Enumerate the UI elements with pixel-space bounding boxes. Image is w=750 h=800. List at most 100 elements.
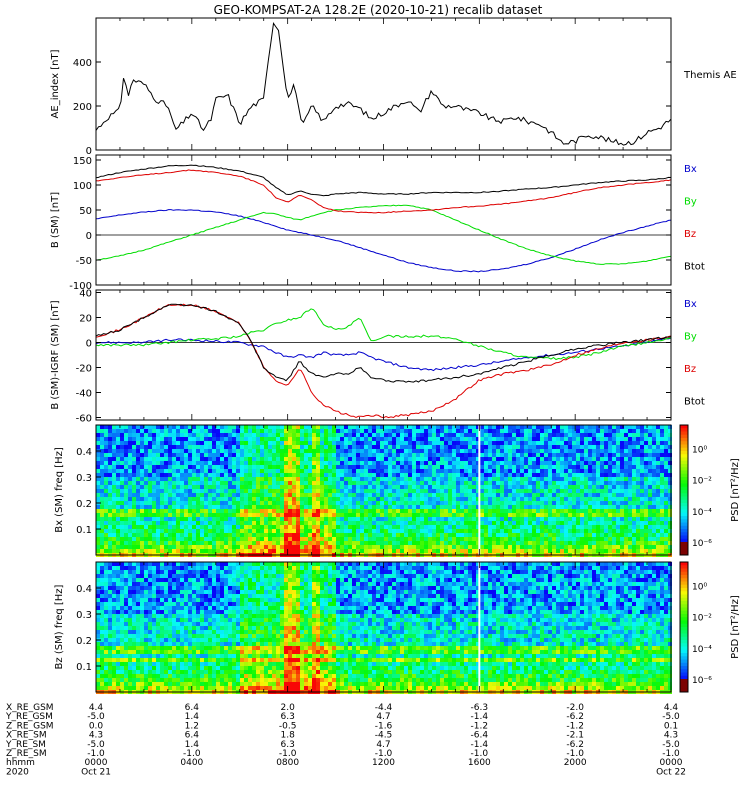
spec_bx-cell xyxy=(136,513,140,517)
spec_bx-cell xyxy=(596,493,600,497)
spec_bx-cell xyxy=(204,445,208,449)
spec_bx-cell xyxy=(312,457,316,461)
spec_bx-cell xyxy=(240,533,244,537)
spec_bx-cell xyxy=(348,537,352,541)
spec_bx-cell xyxy=(372,533,376,537)
spec_bx-cell xyxy=(364,473,368,477)
spec_bx-cell xyxy=(604,513,608,517)
spec_bx-cell xyxy=(408,537,412,541)
spec_bx-cell xyxy=(644,429,648,433)
spec_bx-cell xyxy=(228,469,232,473)
spec_bx-cell xyxy=(372,489,376,493)
spec_bx-cell xyxy=(524,509,528,513)
spec_bx-cell xyxy=(148,485,152,489)
spec_bx-cell xyxy=(556,513,560,517)
spec_bx-cell xyxy=(292,517,296,521)
spec_bx-cell xyxy=(472,429,476,433)
spec_bx-cell xyxy=(152,477,156,481)
spec_bx-cell xyxy=(296,477,300,481)
spec_bx-cell xyxy=(532,501,536,505)
spec_bx-cell xyxy=(532,521,536,525)
spec_bx-cell xyxy=(244,517,248,521)
spec_bx-cell xyxy=(520,529,524,533)
spec_bx-cell xyxy=(420,509,424,513)
spec_bx-cell xyxy=(584,429,588,433)
spec_bx-cell xyxy=(264,497,268,501)
spec_bx-cell xyxy=(172,481,176,485)
spec_bx-cell xyxy=(300,445,304,449)
spec_bx-cell xyxy=(108,529,112,533)
spec_bx-cell xyxy=(392,537,396,541)
spec_bx-cell xyxy=(312,481,316,485)
spec_bx-cell xyxy=(640,541,644,545)
spec_bx-cell xyxy=(240,437,244,441)
spec_bx-cell xyxy=(348,437,352,441)
spec_bx-cell xyxy=(100,429,104,433)
spec_bx-cell xyxy=(636,533,640,537)
spec_bx-cell xyxy=(204,441,208,445)
spec_bx-cell xyxy=(556,541,560,545)
spec_bx-cell xyxy=(108,489,112,493)
spec_bx-cell xyxy=(664,489,668,493)
spec_bx-cell xyxy=(548,533,552,537)
spec_bx-cell xyxy=(224,469,228,473)
spec_bx-cell xyxy=(220,469,224,473)
spec_bx-cell xyxy=(556,469,560,473)
spec_bx-cell xyxy=(308,433,312,437)
spec_bx-cell xyxy=(552,489,556,493)
spec_bx-cell xyxy=(652,465,656,469)
spec_bx-cell xyxy=(408,501,412,505)
spec_bx-cell xyxy=(432,501,436,505)
spec_bx-cell xyxy=(220,549,224,553)
spec_bx-cell xyxy=(264,437,268,441)
spec_bx-cell xyxy=(532,481,536,485)
spec_bx-cell xyxy=(220,457,224,461)
spec_bx-cell xyxy=(396,501,400,505)
spec_bx-cell xyxy=(240,505,244,509)
spec_bx-cell xyxy=(436,433,440,437)
spec_bx-cell xyxy=(640,513,644,517)
spec_bx-cell xyxy=(264,425,268,429)
spec_bx-cell xyxy=(456,549,460,553)
spec_bx-cell xyxy=(388,465,392,469)
spec_bx-cell xyxy=(300,437,304,441)
spec_bx-cell xyxy=(532,457,536,461)
spec_bx-cell xyxy=(444,497,448,501)
spec_bx-cell xyxy=(244,525,248,529)
spec_bx-cell xyxy=(492,453,496,457)
spec_bx-cell xyxy=(260,461,264,465)
spec_bx-cell xyxy=(192,497,196,501)
spec_bx-cell xyxy=(576,533,580,537)
spec_bx-cell xyxy=(616,541,620,545)
spec_bx-cell xyxy=(180,517,184,521)
spec_bx-cell xyxy=(556,453,560,457)
spec_bx-cell xyxy=(492,533,496,537)
spec_bx-cell xyxy=(180,525,184,529)
spec_bx-cell xyxy=(200,545,204,549)
spec_bx-cell xyxy=(276,433,280,437)
spec_bx-cell xyxy=(336,497,340,501)
spec_bx-cell xyxy=(480,493,484,497)
panel-spec_bx: 0.40.30.20.1Bx (SM) freq [Hz] 10⁰10⁻²10⁻⁴… xyxy=(54,424,741,557)
spec_bx-cell xyxy=(192,473,196,477)
spec_bx-cell xyxy=(96,525,100,529)
spec_bx-cell xyxy=(460,469,464,473)
ae-frame xyxy=(95,17,672,151)
spec_bx-cell xyxy=(280,429,284,433)
spec_bx-cell xyxy=(144,449,148,453)
spec_bx-cell xyxy=(284,473,288,477)
spec_bx-cell xyxy=(104,437,108,441)
spec_bx-cell xyxy=(104,473,108,477)
spec_bx-cell xyxy=(628,493,632,497)
spec_bx-cell xyxy=(192,449,196,453)
spec_bx-cell xyxy=(108,457,112,461)
spec_bx-cell xyxy=(176,537,180,541)
spec_bx-cell xyxy=(500,537,504,541)
spec_bx-cell xyxy=(344,509,348,513)
spec_bx-cell xyxy=(220,517,224,521)
spec_bx-cell xyxy=(420,545,424,549)
spec_bx-cell xyxy=(308,469,312,473)
spec_bx-cell xyxy=(240,517,244,521)
spec_bx-cell xyxy=(604,429,608,433)
